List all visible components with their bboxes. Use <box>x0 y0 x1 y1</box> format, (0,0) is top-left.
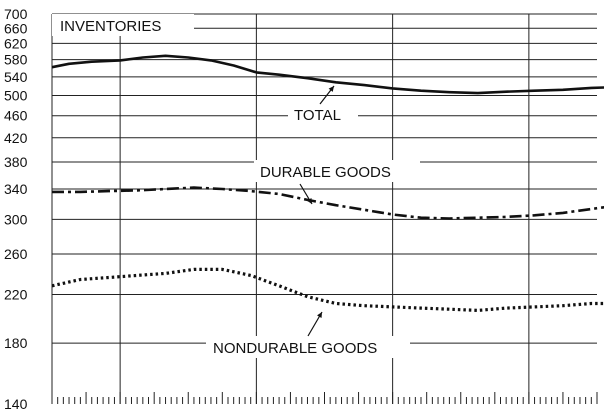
series-line-durable-goods <box>52 186 604 220</box>
y-tick-label-540: 540 <box>4 69 28 85</box>
y-tick-label-220: 220 <box>4 286 28 302</box>
y-tick-label-660: 660 <box>4 20 28 36</box>
y-tick-label-460: 460 <box>4 108 28 124</box>
y-axis-ticks: 140 180 220 260 300 340 380 420 460 500 5405806206… <box>4 6 28 409</box>
y-tick-label-580: 580 <box>4 52 28 68</box>
series-line-total <box>51 54 604 95</box>
y-tick-label-420: 420 <box>4 130 28 146</box>
x-axis-minor-ticks <box>51 392 598 404</box>
series-line-nondurable-goods <box>51 267 604 312</box>
label-nondurable-goods: NONDURABLE GOODS <box>213 340 377 357</box>
y-tick-label-620: 620 <box>4 35 28 51</box>
y-tick-label-700: 700 <box>4 6 28 22</box>
label-total-background <box>288 103 358 125</box>
title-background <box>52 14 194 36</box>
label-durable-background <box>254 160 420 182</box>
y-tick-label-340: 340 <box>4 181 28 197</box>
pointer-total-arrowhead <box>328 86 334 92</box>
y-tick-label-300: 300 <box>4 211 28 227</box>
y-tick-label-500: 500 <box>4 88 28 104</box>
label-total: TOTAL <box>294 107 341 124</box>
y-tick-label-180: 180 <box>4 335 28 351</box>
label-pointers <box>299 85 335 337</box>
label-nondurable-background <box>206 336 410 358</box>
y-tick-label-260: 260 <box>4 246 28 262</box>
y-tick-label-380: 380 <box>4 154 28 170</box>
pointer-nondurable-goods-arrowhead <box>317 312 322 318</box>
series-lines <box>51 54 604 312</box>
chart-title: INVENTORIES <box>60 18 161 35</box>
label-durable-goods: DURABLE GOODS <box>260 164 391 181</box>
y-tick-label-140: 140 <box>4 396 28 409</box>
pointer-durable-goods-arrowhead <box>306 198 312 204</box>
